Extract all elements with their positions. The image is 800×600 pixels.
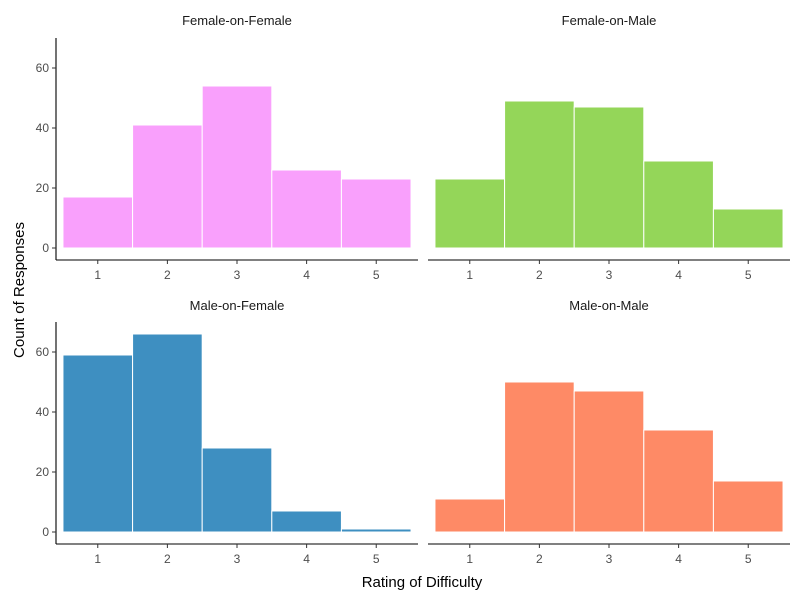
bar <box>643 429 714 533</box>
panel-title: Female-on-Female <box>182 13 292 28</box>
bar <box>271 169 342 249</box>
x-tick-label: 4 <box>303 552 310 566</box>
panel-title: Female-on-Male <box>562 13 657 28</box>
x-tick-label: 1 <box>466 268 473 282</box>
y-tick-label: 0 <box>42 241 49 255</box>
bar <box>573 390 645 533</box>
x-tick-label: 5 <box>745 268 752 282</box>
bar <box>201 447 273 533</box>
x-tick-label: 4 <box>675 268 682 282</box>
x-tick-label: 4 <box>675 552 682 566</box>
x-tick-label: 3 <box>234 552 241 566</box>
x-tick-label: 3 <box>234 268 241 282</box>
panel-title: Male-on-Female <box>190 298 285 313</box>
y-tick-label: 20 <box>36 181 50 195</box>
y-tick-label: 60 <box>36 345 50 359</box>
bar <box>643 160 714 249</box>
bar <box>434 178 506 249</box>
bar <box>504 381 575 533</box>
x-tick-label: 2 <box>536 268 543 282</box>
bar <box>504 100 575 249</box>
x-tick-label: 5 <box>373 268 380 282</box>
bar <box>62 196 134 249</box>
y-tick-label: 60 <box>36 61 50 75</box>
x-tick-label: 3 <box>606 552 613 566</box>
panel-2: Female-on-Male 1 2 3 4 5 <box>428 13 790 282</box>
y-tick-label: 40 <box>36 405 50 419</box>
bar <box>340 528 412 533</box>
x-tick-label: 4 <box>303 268 310 282</box>
bar <box>201 85 273 249</box>
y-axis-title: Count of Responses <box>11 222 28 358</box>
y-tick-label: 40 <box>36 121 50 135</box>
bar <box>712 208 784 249</box>
y-tick-label: 0 <box>42 525 49 539</box>
bar <box>132 333 203 533</box>
bar <box>434 498 506 533</box>
x-tick-label: 1 <box>94 268 101 282</box>
bar <box>62 354 134 533</box>
y-tick-label: 20 <box>36 465 50 479</box>
x-tick-label: 2 <box>536 552 543 566</box>
x-tick-label: 3 <box>606 268 613 282</box>
x-axis-title: Rating of Difficulty <box>362 574 483 591</box>
panel-title: Male-on-Male <box>569 298 648 313</box>
x-tick-label: 1 <box>94 552 101 566</box>
bar <box>573 106 645 249</box>
panel-4: Male-on-Male 1 2 3 4 5 <box>428 298 790 566</box>
panel-3: Male-on-Female 0 20 40 60 1 2 3 4 5 <box>36 298 418 566</box>
x-tick-label: 5 <box>745 552 752 566</box>
bar <box>712 480 784 533</box>
x-tick-label: 5 <box>373 552 380 566</box>
bar <box>132 124 203 249</box>
bar <box>340 178 412 249</box>
bar <box>271 510 342 533</box>
x-tick-label: 2 <box>164 552 171 566</box>
x-tick-label: 1 <box>466 552 473 566</box>
x-tick-label: 2 <box>164 268 171 282</box>
panel-1: Female-on-Female 0 20 40 60 1 2 3 4 5 <box>36 13 418 282</box>
